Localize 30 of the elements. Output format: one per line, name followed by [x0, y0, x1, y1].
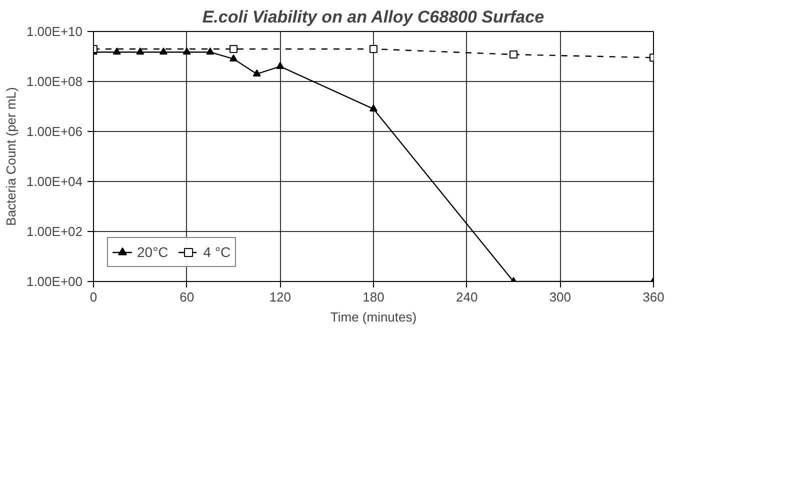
chart-title: E.coli Viability on an Alloy C68800 Surface [202, 8, 544, 26]
point [136, 48, 144, 55]
point [370, 104, 378, 112]
y-tick-label: 1.00E+06 [26, 124, 83, 139]
y-tick-label: 1.00E+02 [26, 224, 83, 239]
point [230, 44, 238, 53]
point [182, 48, 191, 55]
x-tick-label: 300 [549, 290, 572, 304]
point [510, 50, 518, 59]
x-tick-label: 60 [180, 290, 194, 304]
point [230, 54, 238, 62]
x-tick-label: 180 [362, 290, 384, 304]
y-tick-label: 1.00E+10 [26, 24, 83, 39]
x-tick-label: 120 [269, 290, 292, 304]
x-tick-label: 0 [90, 290, 98, 304]
y-tick-label: 1.00E+08 [26, 74, 83, 89]
point [370, 44, 378, 53]
point [206, 48, 214, 55]
x-tick-label: 240 [456, 290, 478, 304]
point [276, 62, 284, 69]
legend-label: 4 °C [203, 244, 231, 260]
x-axis-title: Time (minutes) [330, 310, 417, 324]
y-tick-label: 1.00E+04 [26, 174, 83, 189]
point [160, 48, 168, 55]
x-tick-label: 360 [642, 290, 664, 304]
y-axis-title: Bacteria Count (per mL) [3, 87, 18, 226]
legend-label: 20°C [137, 244, 168, 260]
point [252, 69, 261, 76]
y-tick-label: 1.00E+00 [26, 274, 83, 289]
point [112, 48, 121, 55]
